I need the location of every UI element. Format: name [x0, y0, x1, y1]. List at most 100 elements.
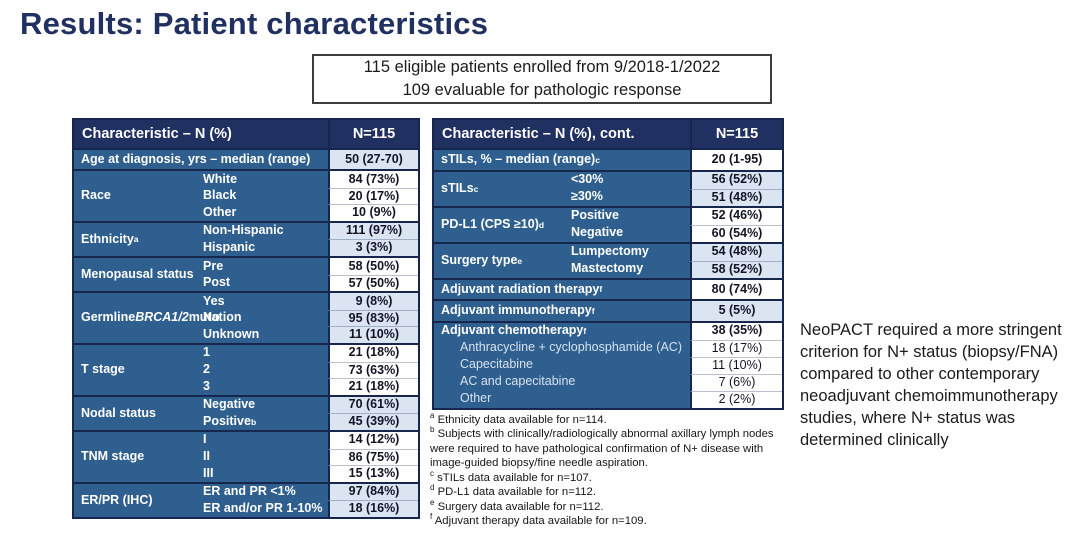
row-value: 111 (97%)	[328, 222, 418, 240]
patient-characteristics-table-right: Characteristic – N (%), cont. N=115 sTILs,…	[432, 118, 784, 410]
table-header-n: N=115	[328, 120, 418, 148]
table-group: Adjuvant radiation therapy f 80 (74%)	[434, 277, 782, 299]
table-group: Menopausal status Pre 58 (50%) Post 57 (50%)	[74, 255, 418, 292]
table-group: TNM stage I 14 (12%) II 86 (75%) III 15 (13%)	[74, 429, 418, 482]
row-value: 86 (75%)	[328, 448, 418, 466]
row-value: 60 (54%)	[690, 224, 782, 242]
row-value: 54 (48%)	[690, 243, 782, 261]
row-value: 21 (18%)	[328, 344, 418, 362]
footnote: b Subjects with clinically/radiologicall…	[430, 425, 774, 470]
footnote: e Surgery data available for n=112.	[430, 497, 604, 513]
footnotes: a Ethnicity data available for n=114. b S…	[430, 411, 790, 529]
row-sublabel: No	[203, 310, 220, 325]
row-value: 14 (12%)	[328, 431, 418, 449]
page-title: Results: Patient characteristics	[20, 6, 489, 41]
row-label: Germline BRCA1/2 mutation	[81, 310, 242, 325]
row-value: 10 (9%)	[328, 204, 418, 221]
row-label: Adjuvant radiation therapy f	[441, 281, 603, 296]
row-sublabel: Black	[203, 188, 237, 203]
row-value: 73 (63%)	[328, 361, 418, 379]
patient-characteristics-table-left: Characteristic – N (%) N=115 Age at diagno…	[72, 118, 420, 519]
row-value: 18 (16%)	[328, 500, 418, 517]
row-sublabel: II	[203, 449, 210, 464]
row-sublabel: Positive	[571, 208, 619, 223]
row-label: sTILs c	[441, 180, 479, 195]
row-sublabel: 2	[203, 362, 210, 377]
row-label: sTILs, % – median (range) c	[441, 152, 600, 166]
table-group: Race White 84 (73%) Black 20 (17%) Other 10 (9…	[74, 169, 418, 221]
row-label: Age at diagnosis, yrs – median (range)	[81, 151, 311, 166]
row-value: 18 (17%)	[690, 339, 782, 357]
table-header-row: Characteristic – N (%) N=115	[74, 120, 418, 150]
table-group: Adjuvant immunotherapy f 5 (5%)	[434, 299, 782, 321]
row-sublabel: I	[203, 432, 207, 447]
row-sublabel: Positive b	[203, 413, 257, 428]
row-value: 5 (5%)	[690, 301, 782, 321]
row-sublabel: <30%	[571, 172, 604, 187]
row-sublabel: Mastectomy	[571, 261, 644, 276]
row-value: 15 (13%)	[328, 465, 418, 482]
row-label: Race	[81, 188, 111, 203]
row-sublabel: 1	[203, 345, 210, 360]
row-label: ER/PR (IHC)	[81, 492, 153, 507]
footnote: a Ethnicity data available for n=114.	[430, 411, 607, 426]
row-sublabel: Negative	[571, 225, 624, 240]
footnote: d PD-L1 data available for n=112.	[430, 483, 596, 499]
table-header-n: N=115	[690, 120, 782, 148]
row-value: 2 (2%)	[690, 390, 782, 408]
table-header-row: Characteristic – N (%), cont. N=115	[434, 120, 782, 150]
row-label: TNM stage	[81, 449, 145, 464]
row-sublabel: Non-Hispanic	[203, 223, 284, 238]
row-value: 52 (46%)	[690, 207, 782, 225]
row-sublabel: Hispanic	[203, 239, 256, 254]
row-sublabel: ER and PR <1%	[203, 484, 296, 499]
row-sublabel: 3	[203, 378, 210, 393]
row-sublabel: Other	[460, 391, 492, 406]
table-group: sTILs c <30% 56 (52%) ≥30% 51 (48%)	[434, 169, 782, 206]
row-value: 20 (17%)	[328, 187, 418, 205]
table-group: T stage 1 21 (18%) 2 73 (63%) 3 21 (18%)	[74, 342, 418, 395]
row-value: 11 (10%)	[690, 356, 782, 374]
row-value: 80 (74%)	[690, 279, 782, 299]
row-label: Adjuvant immunotherapy f	[441, 303, 595, 317]
table-group: Germline BRCA1/2 mutation Yes 9 (8%) No 95 (…	[74, 291, 418, 343]
table-group: Nodal status Negative 70 (61%) Positive b 45 …	[74, 394, 418, 430]
row-sublabel: ≥30%	[571, 189, 603, 204]
row-sublabel: Lumpectomy	[571, 244, 649, 259]
footnote: f Adjuvant therapy data available for n=…	[430, 512, 647, 528]
row-label: PD-L1 (CPS ≥10) d	[441, 216, 545, 231]
row-label: Adjuvant chemotherapy f	[441, 323, 587, 338]
row-sublabel: White	[203, 171, 238, 186]
row-value: 50 (27-70)	[328, 150, 418, 169]
row-label: T stage	[81, 362, 125, 377]
row-value: 9 (8%)	[328, 293, 418, 310]
row-sublabel: Other	[203, 204, 237, 219]
table-header-characteristic: Characteristic – N (%)	[82, 126, 232, 142]
row-sublabel: Negative	[203, 397, 256, 412]
row-sublabel: Yes	[203, 293, 225, 308]
row-sublabel: Unknown	[203, 326, 260, 341]
row-value: 97 (84%)	[328, 483, 418, 501]
row-label: Ethnicity a	[81, 231, 139, 246]
table-group: Ethnicity a Non-Hispanic 111 (97%) Hispanic 3…	[74, 220, 418, 256]
row-sublabel: Anthracycline + cyclophosphamide (AC)	[460, 340, 682, 355]
row-value: 70 (61%)	[328, 396, 418, 414]
row-sublabel: ER and/or PR 1-10%	[203, 500, 323, 515]
row-value: 58 (52%)	[690, 260, 782, 278]
side-note: NeoPACT required a more stringent criter…	[800, 321, 1062, 449]
row-value: 51 (48%)	[690, 188, 782, 206]
row-value: 45 (39%)	[328, 413, 418, 430]
row-sublabel: AC and capecitabine	[460, 374, 576, 389]
row-value: 57 (50%)	[328, 274, 418, 292]
table-group: sTILs, % – median (range) c 20 (1-95)	[434, 150, 782, 170]
footnote: c sTILs data available for n=107.	[430, 469, 592, 484]
table-group: Age at diagnosis, yrs – median (range) 50…	[74, 150, 418, 169]
row-value: 11 (10%)	[328, 326, 418, 343]
row-sublabel: III	[203, 465, 214, 480]
table-header-characteristic: Characteristic – N (%), cont.	[442, 126, 635, 142]
row-label: Menopausal status	[81, 266, 194, 281]
row-sublabel: Post	[203, 275, 231, 290]
enrollment-line-1: 115 eligible patients enrolled from 9/20…	[363, 58, 721, 76]
table-group: Surgery type e Lumpectomy 54 (48%) Mastectom…	[434, 241, 782, 278]
